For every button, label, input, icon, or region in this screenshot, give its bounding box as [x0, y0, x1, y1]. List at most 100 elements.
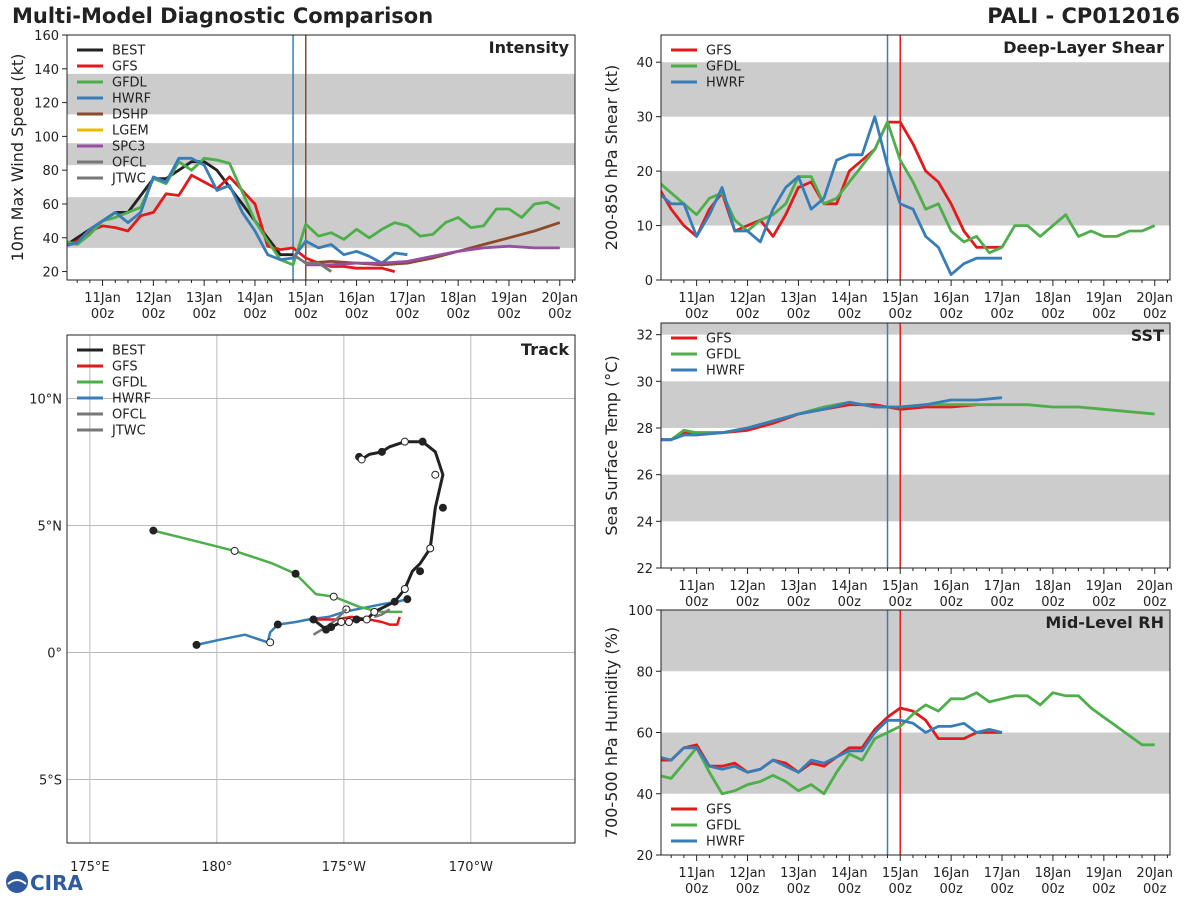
- track-xtick-label: 175°W: [322, 860, 366, 875]
- intensity-legend-label: LGEM: [112, 124, 149, 139]
- sst-plot-area: [661, 323, 1170, 568]
- sst-ytick-label: 22: [636, 562, 653, 577]
- track-plot-area: [67, 335, 575, 843]
- shear-xtick-label-day: 16Jan: [933, 291, 970, 306]
- rh-ytick-label: 60: [636, 727, 653, 742]
- rh-xtick-label-hour: 00z: [787, 882, 811, 897]
- track-marker-open: [400, 585, 409, 593]
- intensity-xtick-label-day: 13Jan: [186, 291, 223, 306]
- track-ytick-label: 10°N: [29, 393, 62, 408]
- intensity-xtick-label-day: 18Jan: [440, 291, 477, 306]
- rh-xtick-label-day: 17Jan: [984, 866, 1021, 881]
- sst-xtick-label-day: 18Jan: [1035, 579, 1072, 594]
- track-marker-filled: [192, 640, 201, 649]
- rh-xtick-label-hour: 00z: [990, 882, 1014, 897]
- intensity-legend-label: JTWC: [111, 172, 146, 187]
- intensity-line-hwrf: [67, 156, 408, 265]
- intensity-line-spc3: [305, 244, 560, 267]
- track-line-hwrf: [196, 597, 408, 647]
- shear-legend-label: GFS: [706, 44, 732, 59]
- intensity-xtick-label-day: 14Jan: [237, 291, 274, 306]
- sst-xtick-label-day: 19Jan: [1086, 579, 1123, 594]
- shear-xtick-label-day: 18Jan: [1035, 291, 1072, 306]
- sst-xtick-label-day: 14Jan: [831, 579, 868, 594]
- intensity-legend-label: OFCL: [112, 156, 147, 171]
- rh-shaded-band: [661, 732, 1170, 794]
- rh-xtick-label-day: 11Jan: [678, 866, 715, 881]
- intensity-xtick-label-day: 20Jan: [541, 291, 578, 306]
- sst-panel-title: SST: [1131, 326, 1164, 345]
- sst-xtick-label-hour: 00z: [1041, 595, 1065, 610]
- sst-ytick-label: 24: [636, 515, 653, 530]
- rh-line-gfdl: [661, 691, 1155, 796]
- sst-xtick-label-hour: 00z: [685, 595, 709, 610]
- intensity-legend-label: GFS: [112, 60, 138, 75]
- intensity-xtick-label-day: 17Jan: [389, 291, 426, 306]
- rh-xtick-label-hour: 00z: [889, 882, 913, 897]
- intensity-legend-label: SPC3: [112, 140, 145, 155]
- track-marker-filled: [377, 447, 386, 456]
- track-marker-filled: [273, 620, 282, 629]
- intensity-ytick-label: 40: [42, 232, 59, 247]
- shear-xtick-label-hour: 00z: [889, 307, 913, 322]
- rh-xtick-label-hour: 00z: [838, 882, 862, 897]
- rh-xtick-label-hour: 00z: [1092, 882, 1116, 897]
- shear-xtick-label-day: 11Jan: [678, 291, 715, 306]
- track-ytick-label: 5°S: [39, 774, 62, 789]
- rh-legend-label: GFS: [706, 803, 732, 818]
- shear-line-gfdl: [661, 120, 1156, 255]
- track-marker-filled: [438, 503, 447, 512]
- rh-xtick-label-day: 13Jan: [780, 866, 817, 881]
- sst-line-hwrf: [661, 396, 1003, 442]
- shear-shaded-band: [661, 62, 1170, 117]
- track-marker-open: [344, 618, 353, 627]
- track-marker-filled: [291, 569, 300, 578]
- shear-xtick-label-hour: 00z: [1143, 307, 1167, 322]
- rh-ytick-label: 100: [628, 604, 653, 619]
- sst-xtick-label-day: 16Jan: [933, 579, 970, 594]
- rh-ytick-label: 80: [636, 665, 653, 680]
- track-marker-open: [426, 544, 435, 553]
- shear-ytick-label: 10: [636, 220, 653, 235]
- track-marker-filled: [322, 625, 331, 634]
- intensity-xtick-label-hour: 00z: [294, 307, 318, 322]
- intensity-line-ofcl: [292, 253, 332, 273]
- sst-shaded-band: [661, 323, 1170, 335]
- track-marker-open: [230, 546, 239, 555]
- figure-title-right: PALI - CP012016: [987, 4, 1180, 28]
- figure-title-left: Multi-Model Diagnostic Comparison: [12, 4, 434, 28]
- track-marker-filled: [149, 526, 158, 535]
- track-marker-filled: [403, 595, 412, 604]
- sst-ytick-label: 28: [636, 422, 653, 437]
- rh-xtick-label-hour: 00z: [939, 882, 963, 897]
- intensity-xtick-label-hour: 00z: [396, 307, 420, 322]
- shear-xtick-label-hour: 00z: [787, 307, 811, 322]
- rh-legend-label: HWRF: [706, 835, 745, 850]
- sst-series-group: [661, 396, 1155, 442]
- sst-xtick-label-day: 11Jan: [678, 579, 715, 594]
- intensity-ytick-label: 140: [34, 63, 59, 78]
- track-marker-filled: [418, 437, 427, 446]
- rh-xtick-label-hour: 00z: [1041, 882, 1065, 897]
- track-legend-label: JTWC: [111, 424, 146, 439]
- shear-line-hwrf: [661, 115, 1002, 277]
- shear-ytick-label: 30: [636, 111, 653, 126]
- intensity-ytick-label: 80: [42, 164, 59, 179]
- shear-xtick-label-hour: 00z: [838, 307, 862, 322]
- rh-shaded-band: [661, 610, 1170, 672]
- shear-xtick-label-hour: 00z: [990, 307, 1014, 322]
- intensity-xtick-label-day: 12Jan: [135, 291, 172, 306]
- sst-legend-label: HWRF: [706, 364, 745, 379]
- shear-series-group: [661, 115, 1156, 277]
- intensity-legend-label: GFDL: [112, 76, 148, 91]
- shear-legend-label: HWRF: [706, 76, 745, 91]
- track-panel-title: Track: [521, 340, 569, 359]
- sst-xtick-label-day: 13Jan: [780, 579, 817, 594]
- track-marker-filled: [390, 597, 399, 606]
- intensity-ylabel: 10m Max Wind Speed (kt): [8, 54, 27, 262]
- shear-xtick-label-hour: 00z: [685, 307, 709, 322]
- shear-xtick-label-hour: 00z: [736, 307, 760, 322]
- track-marker-filled: [352, 615, 361, 624]
- intensity-ytick-label: 100: [34, 130, 59, 145]
